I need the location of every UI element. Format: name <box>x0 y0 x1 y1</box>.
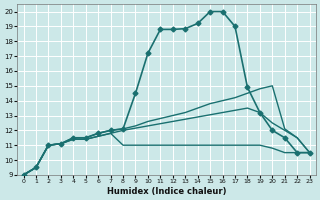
X-axis label: Humidex (Indice chaleur): Humidex (Indice chaleur) <box>107 187 226 196</box>
